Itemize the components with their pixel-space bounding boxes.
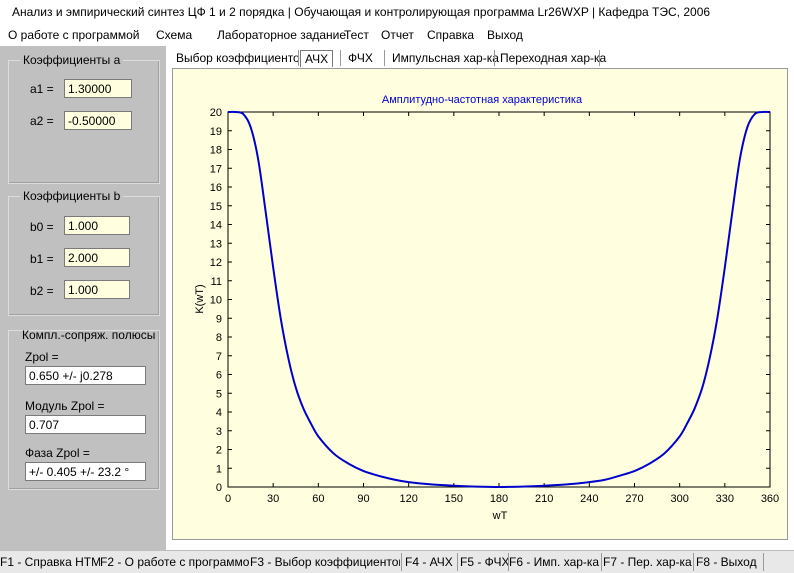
y-tick-label: 3 xyxy=(216,426,222,438)
a1-field[interactable]: 1.30000 xyxy=(64,79,132,98)
x-tick-label: 180 xyxy=(490,493,508,505)
menu-help[interactable]: Справка xyxy=(427,28,475,42)
poles-group xyxy=(8,330,160,490)
menu-report[interactable]: Отчет xyxy=(381,28,414,42)
tab-impulse-response[interactable]: Импульсная хар-ка xyxy=(392,51,499,65)
amplitude-chart: Амплитудно-частотная характеристика wT K… xyxy=(194,94,779,522)
y-tick-label: 10 xyxy=(210,295,222,307)
y-tick-label: 5 xyxy=(216,388,222,400)
x-tick-label: 300 xyxy=(670,493,688,505)
b0-field[interactable]: 1.000 xyxy=(64,216,130,235)
x-tick-label: 120 xyxy=(399,493,417,505)
b2-label: b2 = xyxy=(30,284,54,298)
menu-exit[interactable]: Выход xyxy=(487,28,523,42)
x-tick-label: 30 xyxy=(267,493,279,505)
x-tick-label: 150 xyxy=(445,493,463,505)
zpol-phase-value: +/- 0.405 +/- 23.2 ° xyxy=(25,462,146,481)
menu-test[interactable]: Тест xyxy=(344,28,369,42)
menu-lab-task[interactable]: Лабораторное задание xyxy=(217,28,347,42)
plot-frame: Амплитудно-частотная характеристика wT K… xyxy=(172,68,788,540)
y-tick-label: 12 xyxy=(210,257,222,269)
coeffs-b-title: Коэффициенты b xyxy=(20,189,124,203)
x-tick-label: 360 xyxy=(761,493,779,505)
tab-separator xyxy=(340,50,341,66)
fkey-separator xyxy=(401,553,402,571)
b1-label: b1 = xyxy=(30,252,54,266)
zpol-modulus-value: 0.707 xyxy=(25,415,146,434)
y-tick-label: 6 xyxy=(216,370,222,382)
a1-label: a1 = xyxy=(30,82,54,96)
left-panel: Коэффициенты a a1 = 1.30000 a2 = -0.5000… xyxy=(0,46,166,550)
x-tick-label: 0 xyxy=(225,493,231,505)
menu-scheme[interactable]: Схема xyxy=(156,28,193,42)
fkey-f4[interactable]: F4 - АЧХ xyxy=(405,555,453,569)
y-tick-label: 0 xyxy=(216,482,222,494)
title-bar: Анализ и эмпирический синтез ЦФ 1 и 2 по… xyxy=(0,0,794,26)
tab-separator xyxy=(599,50,600,66)
fkey-separator xyxy=(457,553,458,571)
coeffs-a-title: Коэффициенты a xyxy=(20,53,124,67)
fkey-separator xyxy=(601,553,602,571)
y-tick-label: 19 xyxy=(210,126,222,138)
tab-separator xyxy=(298,50,299,66)
tab-separator xyxy=(384,50,385,66)
window-title: Анализ и эмпирический синтез ЦФ 1 и 2 по… xyxy=(12,5,711,19)
amplitude-curve xyxy=(227,110,771,489)
zpol-label: Zpol = xyxy=(25,350,59,364)
zpol-phase-label: Фаза Zpol = xyxy=(25,446,90,460)
y-tick-label: 7 xyxy=(216,351,222,363)
a2-label: a2 = xyxy=(30,114,54,128)
x-tick-label: 240 xyxy=(580,493,598,505)
b0-label: b0 = xyxy=(30,220,54,234)
poles-title: Компл.-сопряж. полюсы xyxy=(22,328,156,342)
chart-title: Амплитудно-частотная характеристика xyxy=(382,94,583,106)
x-tick-label: 60 xyxy=(312,493,324,505)
y-tick-label: 8 xyxy=(216,332,222,344)
tab-coeff-select[interactable]: Выбор коэффициентов xyxy=(176,51,307,65)
menu-bar: О работе с программой Схема Лабораторное… xyxy=(0,26,794,46)
fkey-f2[interactable]: F2 - О работе с программой xyxy=(100,555,250,569)
y-tick-label: 1 xyxy=(216,463,222,475)
tab-phase-response[interactable]: ФЧХ xyxy=(348,51,373,65)
zpol-value: 0.650 +/- j0.278 xyxy=(25,366,146,385)
fkey-f8[interactable]: F8 - Выход xyxy=(696,555,757,569)
function-key-bar: F1 - Справка HTML F2 - О работе с програ… xyxy=(0,550,794,573)
y-tick-label: 20 xyxy=(210,107,222,119)
y-axis-label: K(wT) xyxy=(194,284,206,313)
fkey-separator xyxy=(693,553,694,571)
y-tick-label: 13 xyxy=(210,238,222,250)
y-tick-label: 17 xyxy=(210,163,222,175)
zpol-modulus-label: Модуль Zpol = xyxy=(25,399,105,413)
fkey-f6[interactable]: F6 - Имп. хар-ка xyxy=(509,555,600,569)
y-tick-label: 16 xyxy=(210,182,222,194)
y-tick-label: 14 xyxy=(210,220,222,232)
fkey-separator xyxy=(763,553,764,571)
y-tick-label: 2 xyxy=(216,445,222,457)
plot-area xyxy=(227,111,771,488)
menu-about[interactable]: О работе с программой xyxy=(8,28,140,42)
fkey-f3[interactable]: F3 - Выбор коэффициентов xyxy=(250,555,400,569)
b1-field[interactable]: 2.000 xyxy=(64,248,130,267)
y-tick-label: 18 xyxy=(210,145,222,157)
x-tick-label: 270 xyxy=(625,493,643,505)
x-axis-label: wT xyxy=(492,510,508,522)
x-tick-label: 330 xyxy=(716,493,734,505)
a2-field[interactable]: -0.50000 xyxy=(64,111,132,130)
y-tick-label: 15 xyxy=(210,201,222,213)
fkey-f7[interactable]: F7 - Пер. хар-ка xyxy=(603,555,692,569)
fkey-f1[interactable]: F1 - Справка HTML xyxy=(0,555,100,569)
fkey-separator xyxy=(508,553,509,571)
x-tick-label: 90 xyxy=(357,493,369,505)
tab-step-response[interactable]: Переходная хар-ка xyxy=(500,51,607,65)
y-tick-label: 11 xyxy=(211,276,222,288)
b2-field[interactable]: 1.000 xyxy=(64,280,130,299)
tab-separator xyxy=(494,50,495,66)
fkey-f5[interactable]: F5 - ФЧХ xyxy=(460,555,508,569)
x-tick-label: 210 xyxy=(535,493,553,505)
y-tick-label: 9 xyxy=(216,313,222,325)
y-tick-label: 4 xyxy=(216,407,222,419)
tab-amplitude-response[interactable]: АЧХ xyxy=(300,50,334,67)
